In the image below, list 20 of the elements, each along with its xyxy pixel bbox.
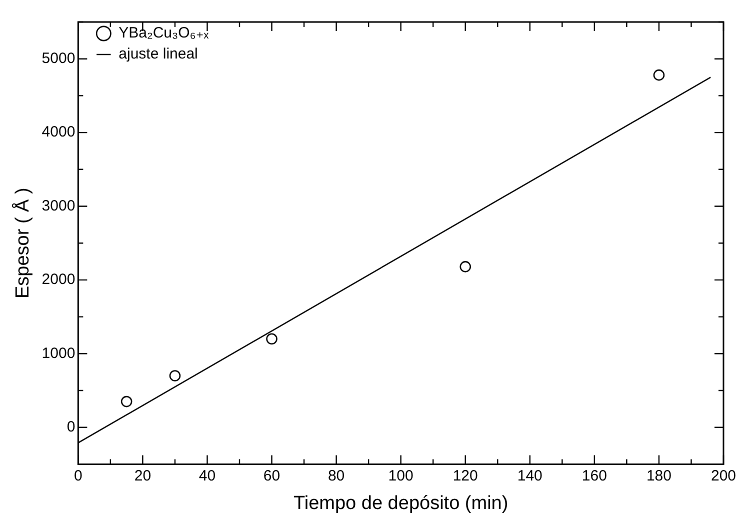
x-tick-label: 140 xyxy=(517,467,542,484)
x-tick-label: 60 xyxy=(263,467,280,484)
legend-label: ajuste lineal xyxy=(118,46,198,63)
y-tick-label: 4000 xyxy=(42,124,76,141)
x-tick-label: 160 xyxy=(582,467,607,484)
x-tick-label: 120 xyxy=(452,467,478,484)
x-tick-label: 200 xyxy=(710,467,736,484)
y-tick-label: 3000 xyxy=(42,197,76,214)
y-axis-title: Espesor ( Å ) xyxy=(12,188,34,299)
y-tick-label: 1000 xyxy=(42,344,76,362)
y-tick-label: 2000 xyxy=(42,271,76,288)
x-tick-label: 180 xyxy=(646,467,672,484)
y-tick-label: 0 xyxy=(66,418,76,436)
x-tick-label: 20 xyxy=(134,467,152,484)
x-tick-label: 40 xyxy=(198,467,216,484)
x-axis-title: Tiempo de depósito (min) xyxy=(293,492,508,514)
y-tick-label: 5000 xyxy=(42,50,76,67)
x-tick-label: 100 xyxy=(388,467,414,484)
legend-label: YBa₂Cu₃O₆₊ₓ xyxy=(118,24,209,42)
x-tick-label: 80 xyxy=(328,467,345,484)
